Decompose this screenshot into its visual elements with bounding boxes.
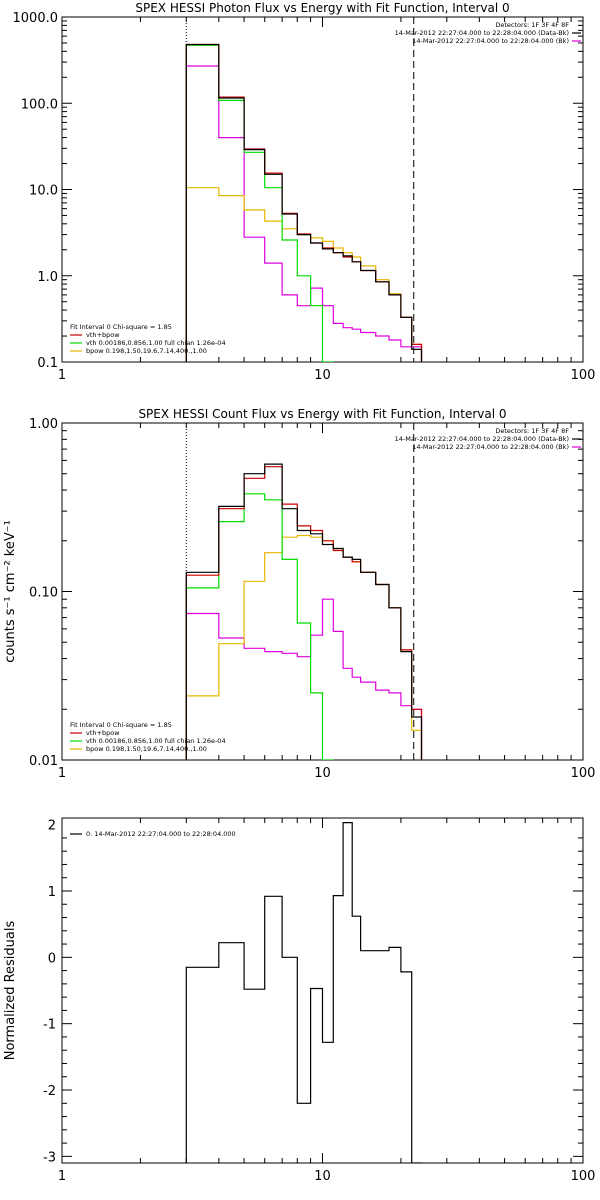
x-tick-label: 100: [571, 368, 596, 383]
y-tick-label: 0.1: [37, 356, 58, 371]
count-flux-chart: SPEX HESSI Count Flux vs Energy with Fit…: [3, 407, 595, 781]
data-spectrum-line: [185, 463, 423, 760]
info-line: Detectors: 1F 3F 4F 8F: [495, 21, 569, 29]
legend-label: vth 0.00186,0.856,1.00 full chian 1.26e-…: [86, 339, 226, 347]
x-tick-label: 10: [314, 766, 331, 781]
background-line: [185, 598, 423, 760]
y-tick-label: -1: [43, 1018, 56, 1033]
vth-component-line: [185, 493, 334, 760]
y-tick-label: 10.0: [29, 184, 58, 199]
legend-label: 0. 14-Mar-2012 22:27:04.000 to 22:28:04.…: [86, 830, 236, 838]
x-tick-label: 10: [314, 368, 331, 383]
legend: Fit Interval 0 Chi-square = 1.85vth+bpow…: [70, 323, 226, 355]
x-ticks: 1 10 100: [58, 818, 596, 1184]
x-tick-label: 1: [58, 1169, 66, 1184]
legend-label: bpow 0.198,1.50,19.6,7.14,400.,1.00: [86, 745, 207, 753]
y-tick-label: 1000.0: [13, 11, 59, 26]
x-ticks: 1 10 100: [58, 17, 596, 383]
y-tick-label: 1.00: [29, 417, 58, 432]
info-line: Detectors: 1F 3F 4F 8F: [495, 427, 569, 435]
legend-label: vth+bpow: [86, 729, 120, 737]
series-group: [185, 463, 423, 760]
y-axis-label: counts s⁻¹ cm⁻² keV⁻¹: [3, 520, 18, 663]
y-tick-label: 0: [48, 951, 56, 966]
info-line: 14-Mar-2012 22:27:04.000 to 22:28:04.000…: [395, 29, 569, 37]
legend-label: vth+bpow: [86, 331, 120, 339]
data-spectrum-line: [185, 43, 423, 362]
total-fit-line: [185, 466, 423, 760]
y-tick-label: 0.10: [29, 586, 58, 601]
bpow-component-line: [185, 187, 423, 362]
legend-label: vth 0.00186,0.856,1.00 full chian 1.26e-…: [86, 737, 226, 745]
x-tick-label: 1: [58, 368, 66, 383]
x-tick-label: 100: [571, 766, 596, 781]
residual-line: [185, 822, 423, 1163]
legend-header: Fit Interval 0 Chi-square = 1.85: [70, 323, 172, 331]
y-tick-label: 1: [48, 885, 56, 900]
y-ticks: 0.1 1.0 10.0 100.0 1000.0: [13, 11, 583, 371]
y-axis-label: Normalized Residuals: [3, 921, 18, 1061]
y-tick-label: 1.0: [37, 270, 58, 285]
background-line: [185, 65, 423, 362]
chart-title: SPEX HESSI Photon Flux vs Energy with Fi…: [135, 1, 509, 15]
info-line: 14-Mar-2012 22:27:04.000 to 22:28:04.000…: [395, 435, 569, 443]
residuals-chart: 1 10 100 -3 -2 -1 0 1 2 Normalized Residuals 0. 14…: [3, 817, 596, 1184]
photon-flux-chart: SPEX HESSI Photon Flux vs Energy with Fi…: [13, 1, 596, 383]
y-tick-label: 100.0: [21, 97, 58, 112]
legend: 0. 14-Mar-2012 22:27:04.000 to 22:28:04.…: [70, 830, 236, 838]
info-line: 14-Mar-2012 22:27:04.000 to 22:28:04.000…: [412, 443, 569, 451]
y-tick-label: -3: [43, 1150, 56, 1165]
total-fit-line: [185, 43, 423, 362]
series-group: [185, 822, 423, 1163]
x-tick-label: 10: [314, 1169, 331, 1184]
y-tick-label: 0.01: [29, 754, 58, 769]
legend-header: Fit Interval 0 Chi-square = 1.85: [70, 721, 172, 729]
y-tick-label: 2: [48, 819, 56, 834]
y-ticks: -3 -2 -1 0 1 2: [43, 819, 583, 1165]
legend: Fit Interval 0 Chi-square = 1.85vth+bpow…: [70, 721, 226, 753]
x-ticks: 1 10 100: [58, 423, 596, 781]
legend-label: bpow 0.198,1.50,19.6,7.14,400.,1.00: [86, 347, 207, 355]
chart-title: SPEX HESSI Count Flux vs Energy with Fit…: [138, 407, 506, 421]
vth-component-line: [185, 44, 334, 362]
series-group: [185, 43, 423, 362]
info-line: 14-Mar-2012 22:27:04.000 to 22:28:04.000…: [412, 37, 569, 45]
x-tick-label: 1: [58, 766, 66, 781]
y-tick-label: -2: [43, 1084, 56, 1099]
bpow-component-line: [185, 534, 423, 760]
y-ticks: 0.01 0.10 1.00: [29, 417, 583, 769]
x-tick-label: 100: [571, 1169, 596, 1184]
